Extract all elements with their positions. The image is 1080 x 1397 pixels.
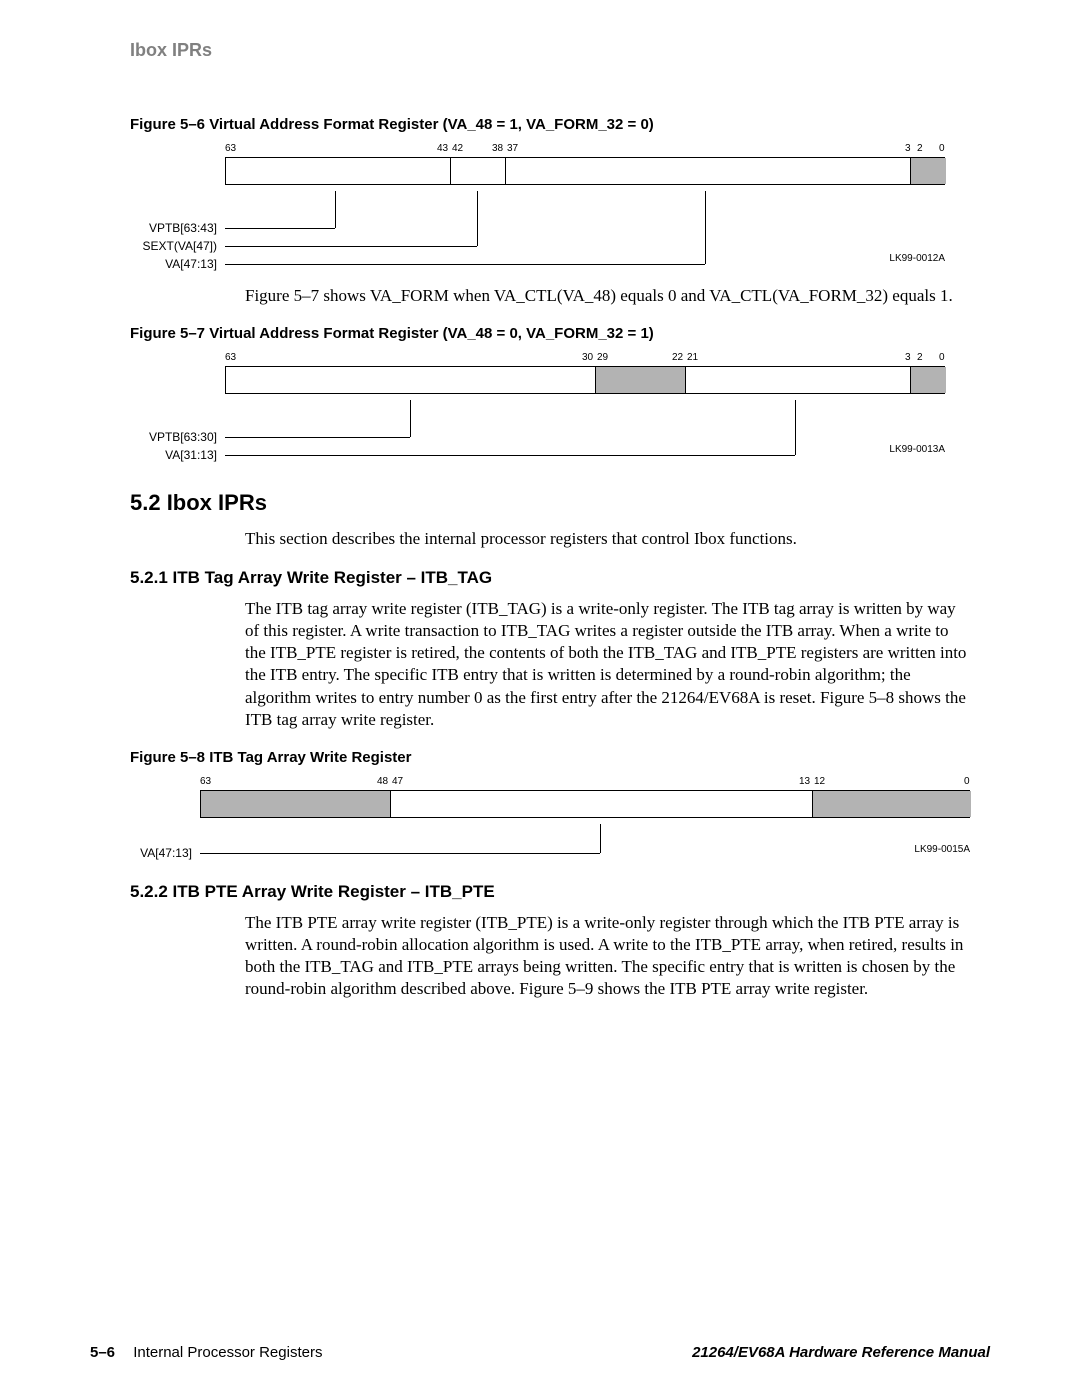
bit-63: 63 xyxy=(200,776,211,787)
seg-2-0 xyxy=(911,367,946,393)
page-footer: 5–6 Internal Processor Registers 21264/E… xyxy=(90,1344,990,1361)
leader-vptb-h xyxy=(225,228,335,229)
bit-3: 3 xyxy=(905,352,911,363)
figure-5-7-caption: Figure 5–7 Virtual Address Format Regist… xyxy=(130,325,990,342)
bit-38: 38 xyxy=(492,143,503,154)
seg-42-38 xyxy=(451,158,506,184)
bit-12: 12 xyxy=(814,776,825,787)
bit-63: 63 xyxy=(225,352,236,363)
leader-vptb-v xyxy=(335,191,336,228)
seg-21-3 xyxy=(686,367,911,393)
leader-va-h xyxy=(200,853,600,854)
label-va: VA[47:13] xyxy=(117,257,217,271)
leader-sext-v xyxy=(477,191,478,246)
figure-refcode: LK99-0015A xyxy=(914,844,970,855)
bit-row: 63 30 29 22 21 3 2 0 xyxy=(225,352,945,366)
leader-va-h xyxy=(225,455,795,456)
seg-63-48 xyxy=(201,791,391,817)
seg-29-22 xyxy=(596,367,686,393)
figure-5-8-diagram: 63 48 47 13 12 0 VA[47:13] LK99-0015A xyxy=(200,776,970,864)
page: Ibox IPRs Figure 5–6 Virtual Address For… xyxy=(0,0,1080,1397)
bit-2: 2 xyxy=(917,352,923,363)
seg-63-43 xyxy=(226,158,451,184)
register-bar xyxy=(225,157,945,185)
field-labels: VPTB[63:43] SEXT(VA[47]) VA[47:13] LK99-… xyxy=(225,191,945,267)
bit-47: 47 xyxy=(392,776,403,787)
bit-29: 29 xyxy=(597,352,608,363)
section-5-2-2-body: The ITB PTE array write register (ITB_PT… xyxy=(245,912,970,1000)
label-sext: SEXT(VA[47]) xyxy=(117,239,217,253)
section-5-2-intro: This section describes the internal proc… xyxy=(245,528,970,550)
leader-va-h xyxy=(225,264,705,265)
bit-21: 21 xyxy=(687,352,698,363)
bit-13: 13 xyxy=(799,776,810,787)
bit-row: 63 43 42 38 37 3 2 0 xyxy=(225,143,945,157)
figure-5-6-caption: Figure 5–6 Virtual Address Format Regist… xyxy=(130,116,990,133)
figure-5-6-diagram: 63 43 42 38 37 3 2 0 VPTB[63:43] SEXT(VA… xyxy=(225,143,945,267)
bit-42: 42 xyxy=(452,143,463,154)
seg-2-0 xyxy=(911,158,946,184)
bit-0: 0 xyxy=(939,352,945,363)
leader-vptb-v xyxy=(410,400,411,437)
seg-47-13 xyxy=(391,791,813,817)
field-labels: VPTB[63:30] VA[31:13] LK99-0013A xyxy=(225,400,945,460)
label-va: VA[47:13] xyxy=(117,846,192,860)
seg-37-3 xyxy=(506,158,911,184)
footer-right-text: 21264/EV68A Hardware Reference Manual xyxy=(692,1344,990,1361)
seg-12-0 xyxy=(813,791,971,817)
register-bar xyxy=(225,366,945,394)
section-5-2-2-heading: 5.2.2 ITB PTE Array Write Register – ITB… xyxy=(130,882,990,902)
bit-22: 22 xyxy=(672,352,683,363)
leader-vptb-h xyxy=(225,437,410,438)
figure-5-7-diagram: 63 30 29 22 21 3 2 0 VPTB[63:30] VA[31:1… xyxy=(225,352,945,460)
section-5-2-heading: 5.2 Ibox IPRs xyxy=(130,490,990,516)
label-vptb: VPTB[63:43] xyxy=(117,221,217,235)
bit-row: 63 48 47 13 12 0 xyxy=(200,776,970,790)
bit-30: 30 xyxy=(582,352,593,363)
bit-37: 37 xyxy=(507,143,518,154)
leader-va-v xyxy=(795,400,796,455)
page-number: 5–6 xyxy=(90,1344,115,1361)
bit-0: 0 xyxy=(964,776,970,787)
label-vptb: VPTB[63:30] xyxy=(117,430,217,444)
label-va: VA[31:13] xyxy=(117,448,217,462)
leader-va-v xyxy=(600,824,601,853)
leader-va-v xyxy=(705,191,706,264)
figure-refcode: LK99-0013A xyxy=(889,444,945,455)
section-5-2-1-heading: 5.2.1 ITB Tag Array Write Register – ITB… xyxy=(130,568,990,588)
bit-0: 0 xyxy=(939,143,945,154)
bit-43: 43 xyxy=(437,143,448,154)
register-bar xyxy=(200,790,970,818)
figure-5-8-caption: Figure 5–8 ITB Tag Array Write Register xyxy=(130,749,990,766)
figure-refcode: LK99-0012A xyxy=(889,253,945,264)
running-head: Ibox IPRs xyxy=(130,40,990,61)
section-5-2-1-body: The ITB tag array write register (ITB_TA… xyxy=(245,598,970,731)
bit-2: 2 xyxy=(917,143,923,154)
field-labels: VA[47:13] LK99-0015A xyxy=(200,824,970,864)
footer-left-text: Internal Processor Registers xyxy=(133,1344,322,1361)
bit-3: 3 xyxy=(905,143,911,154)
fig56-after-text: Figure 5–7 shows VA_FORM when VA_CTL(VA_… xyxy=(245,285,970,307)
bit-48: 48 xyxy=(377,776,388,787)
leader-sext-h xyxy=(225,246,477,247)
seg-63-30 xyxy=(226,367,596,393)
bit-63: 63 xyxy=(225,143,236,154)
